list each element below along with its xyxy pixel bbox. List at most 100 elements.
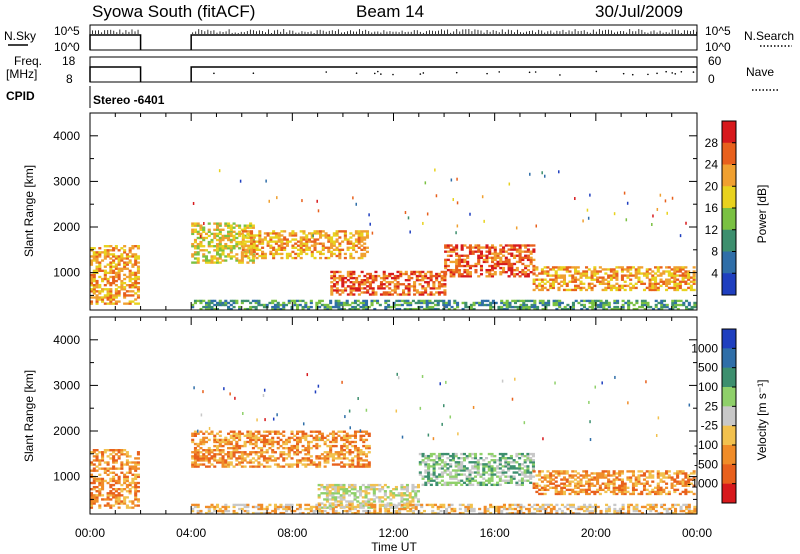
heatmap-cell xyxy=(368,285,372,288)
heatmap-cell xyxy=(301,299,305,303)
heatmap-cell xyxy=(279,451,283,454)
heatmap-cell xyxy=(637,280,641,283)
heatmap-cell xyxy=(383,490,387,493)
heatmap-cell xyxy=(338,244,342,247)
heatmap-cell xyxy=(271,442,275,446)
heatmap-cell xyxy=(684,476,688,479)
heatmap-cell xyxy=(642,474,647,477)
heatmap-cell xyxy=(103,479,107,483)
heatmap-cell xyxy=(325,496,329,499)
heatmap-cell xyxy=(443,452,447,456)
heatmap-cell xyxy=(420,299,424,303)
heatmap-cell xyxy=(433,299,438,303)
heatmap-cell xyxy=(487,452,491,456)
heatmap-cell xyxy=(254,451,258,454)
heatmap-cell xyxy=(241,236,245,239)
heatmap-cell xyxy=(560,486,564,489)
heatmap-cell xyxy=(117,475,121,479)
heatmap-cell xyxy=(546,266,550,269)
heatmap-cell xyxy=(573,478,578,481)
heatmap-cell xyxy=(103,294,107,297)
heatmap-cell xyxy=(294,242,298,245)
heatmap-cell xyxy=(666,211,668,215)
heatmap-cell xyxy=(558,305,562,309)
heatmap-cell xyxy=(485,250,489,253)
heatmap-cell xyxy=(296,438,300,442)
heatmap-cell xyxy=(351,434,355,438)
heatmap-cell xyxy=(131,290,135,293)
heatmap-cell xyxy=(627,301,631,305)
heatmap-cell xyxy=(310,236,314,239)
heatmap-cell xyxy=(252,236,256,239)
heatmap-cell xyxy=(529,481,533,484)
heatmap-cell xyxy=(557,474,561,477)
heatmap-cell xyxy=(95,255,99,258)
heatmap-cell xyxy=(523,473,527,476)
heatmap-cell xyxy=(378,498,382,501)
heatmap-cell xyxy=(491,301,495,305)
heatmap-cell xyxy=(95,465,99,468)
heatmap-cell xyxy=(128,251,132,254)
heatmap-cell xyxy=(307,444,311,448)
heatmap-cell xyxy=(274,234,278,237)
heatmap-cell xyxy=(266,244,270,247)
heatmap-cell xyxy=(562,492,567,496)
heatmap-cell xyxy=(319,242,323,245)
heatmap-cell xyxy=(596,478,600,481)
heatmap-cell xyxy=(626,266,630,269)
heatmap-cell xyxy=(296,436,300,440)
heatmap-cell xyxy=(607,274,611,277)
heatmap-cell xyxy=(199,242,203,246)
heatmap-cell xyxy=(349,240,353,243)
heatmap-cell xyxy=(388,291,392,294)
heatmap-cell xyxy=(353,434,358,438)
heatmap-cell xyxy=(241,248,245,252)
heatmap-cell xyxy=(310,250,314,254)
heatmap-cell xyxy=(272,256,276,260)
heatmap-cell xyxy=(393,278,397,282)
heatmap-cell xyxy=(218,224,222,227)
heatmap-cell xyxy=(402,272,406,276)
heatmap-cell xyxy=(676,266,680,269)
heatmap-cell xyxy=(235,434,239,438)
heatmap-cell xyxy=(512,471,516,474)
heatmap-cell xyxy=(637,476,641,479)
heatmap-cell xyxy=(215,461,220,464)
heatmap-cell xyxy=(347,506,352,509)
heatmap-cell xyxy=(350,488,354,491)
heatmap-cell xyxy=(635,301,639,305)
heatmap-cell xyxy=(90,288,94,291)
heatmap-cell xyxy=(446,473,450,476)
heatmap-cell xyxy=(258,234,262,237)
heatmap-cell xyxy=(444,271,448,274)
heatmap-cell xyxy=(568,484,572,487)
heatmap-cell xyxy=(227,505,231,509)
heatmap-cell xyxy=(323,455,327,458)
heatmap-cell xyxy=(131,479,135,483)
heatmap-cell xyxy=(427,465,431,468)
heatmap-cell xyxy=(626,478,630,481)
heatmap-cell xyxy=(284,303,289,307)
heatmap-cell xyxy=(293,301,297,305)
heatmap-cell xyxy=(287,455,291,458)
heatmap-cell xyxy=(342,505,346,509)
heatmap-cell xyxy=(359,502,363,505)
heatmap-cell xyxy=(114,257,118,260)
heatmap-cell xyxy=(483,509,487,513)
heatmap-cell xyxy=(366,291,370,294)
heatmap-cell xyxy=(244,248,248,252)
heatmap-cell xyxy=(249,430,253,433)
heatmap-cell xyxy=(474,244,478,247)
heatmap-cell xyxy=(221,249,225,252)
heatmap-cell xyxy=(538,492,542,496)
heatmap-cell xyxy=(240,451,244,454)
heatmap-cell xyxy=(409,507,413,511)
heatmap-cell xyxy=(357,289,361,292)
colorbar-tick-label: 24 xyxy=(705,158,719,172)
heatmap-cell xyxy=(362,451,366,454)
heatmap-cell xyxy=(285,242,289,245)
heatmap-cell xyxy=(207,465,211,468)
heatmap-cell xyxy=(642,486,647,489)
heatmap-cell xyxy=(643,301,647,305)
heatmap-cell xyxy=(473,475,478,478)
